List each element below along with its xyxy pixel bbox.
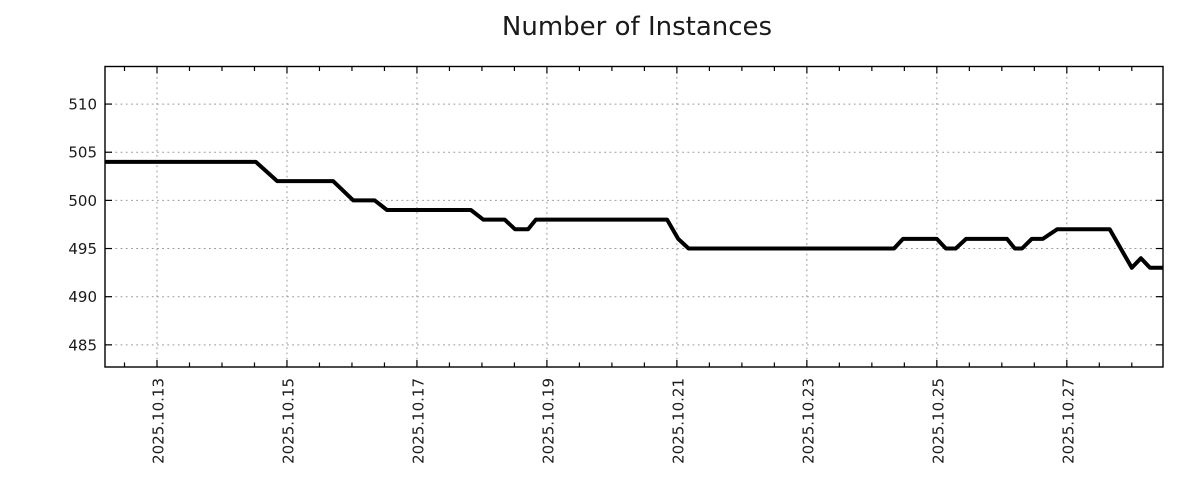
y-axis-tick-label: 485 — [68, 336, 97, 354]
y-axis-tick-label: 505 — [68, 144, 97, 162]
x-axis-tick-label: 2025.10.25 — [929, 378, 947, 464]
chart-title: Number of Instances — [501, 12, 773, 42]
x-axis-tick-label: 2025.10.27 — [1059, 378, 1077, 464]
y-axis-tick-label: 510 — [68, 96, 97, 114]
plot-area-border — [104, 65, 1164, 368]
x-axis-tick-label: 2025.10.19 — [539, 378, 557, 464]
y-axis-tick-label: 500 — [68, 192, 97, 210]
x-axis-tick-label: 2025.10.13 — [149, 378, 167, 464]
y-axis-tick-label: 495 — [68, 240, 97, 258]
x-axis-tick-label: 2025.10.23 — [799, 378, 817, 464]
x-axis-tick-label: 2025.10.17 — [409, 378, 427, 464]
x-axis-tick-label: 2025.10.21 — [669, 378, 687, 464]
y-axis-tick-label: 490 — [68, 288, 97, 306]
data-series-line — [105, 159, 1163, 270]
x-axis-tick-label: 2025.10.15 — [279, 378, 297, 464]
